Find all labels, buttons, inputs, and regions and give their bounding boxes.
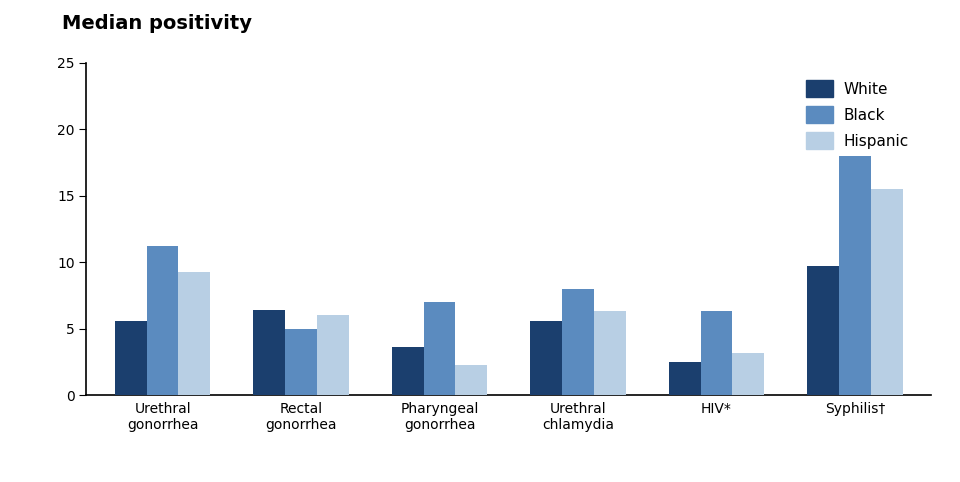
- Legend: White, Black, Hispanic: White, Black, Hispanic: [800, 74, 915, 156]
- Bar: [839, 156, 871, 395]
- Text: Median positivity: Median positivity: [62, 14, 252, 33]
- Bar: [285, 329, 317, 395]
- Bar: [253, 310, 285, 395]
- Bar: [147, 246, 179, 395]
- Bar: [423, 302, 455, 395]
- Bar: [455, 365, 488, 395]
- Bar: [871, 189, 902, 395]
- Bar: [530, 321, 563, 395]
- Bar: [115, 321, 147, 395]
- Bar: [732, 353, 764, 395]
- Bar: [179, 271, 210, 395]
- Bar: [594, 311, 626, 395]
- Bar: [392, 348, 423, 395]
- Bar: [669, 362, 701, 395]
- Bar: [317, 315, 348, 395]
- Bar: [563, 289, 594, 395]
- Bar: [807, 266, 839, 395]
- Bar: [701, 311, 732, 395]
